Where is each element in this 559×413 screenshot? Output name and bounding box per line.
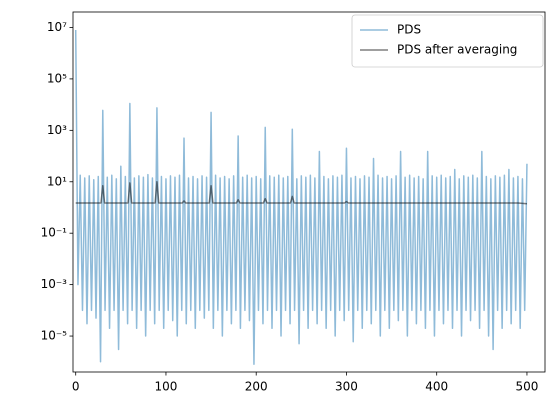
- y-tick-label: 10¹: [47, 174, 67, 188]
- x-tick-label: 0: [72, 380, 80, 394]
- x-tick-label: 300: [335, 380, 358, 394]
- y-tick-label: 10⁷: [47, 20, 67, 34]
- x-tick-label: 200: [245, 380, 268, 394]
- x-tick-label: 100: [155, 380, 178, 394]
- legend-box: [351, 14, 544, 68]
- legend-label: PDS after averaging: [397, 43, 517, 57]
- y-tick-label: 10³: [47, 123, 67, 137]
- legend-label: PDS: [397, 23, 421, 37]
- axes-frame: [72, 11, 546, 373]
- data-line: [74, 29, 528, 366]
- y-tick-label: 10⁻³: [41, 277, 68, 291]
- x-tick-label: 500: [515, 380, 538, 394]
- y-tick-label: 10⁵: [47, 71, 67, 85]
- y-tick-label: 10⁻¹: [41, 226, 68, 240]
- y-tick-label: 10⁻⁵: [41, 329, 68, 343]
- x-tick-label: 400: [425, 380, 448, 394]
- plot-area: [74, 29, 528, 366]
- data-line: [75, 181, 528, 205]
